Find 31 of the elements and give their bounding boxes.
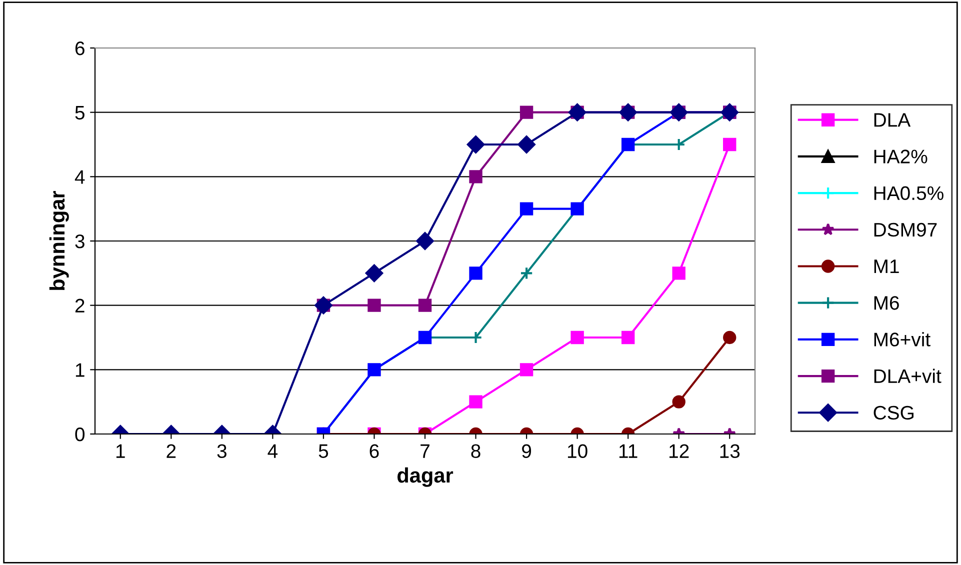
legend-label: CSG <box>874 406 914 420</box>
x-tick-label: 6 <box>370 444 379 458</box>
legend-label: DLA <box>874 113 911 127</box>
x-tick-label: 11 <box>619 444 638 458</box>
x-axis-title: dagar <box>397 467 454 487</box>
legend-label: M6 <box>874 296 899 310</box>
y-tick-label: 6 <box>75 41 84 56</box>
x-tick-label: 2 <box>166 444 176 458</box>
x-tick-label: 13 <box>720 444 740 458</box>
y-axis-title: bynningar <box>49 190 69 290</box>
x-tick-label: 4 <box>268 444 278 458</box>
legend-label: M6+vit <box>874 332 930 346</box>
y-tick-label: 4 <box>74 170 85 184</box>
x-tick-label: 5 <box>318 444 328 458</box>
x-tick-label: 12 <box>670 444 689 458</box>
x-tick-label: 10 <box>568 444 588 458</box>
x-tick-label: 3 <box>217 444 226 458</box>
y-tick-label: 5 <box>75 106 84 120</box>
y-tick-label: 0 <box>75 427 85 442</box>
legend-label: HA2% <box>874 150 928 164</box>
legend-label: DSM97 <box>874 222 937 237</box>
x-tick-label: 8 <box>471 444 480 458</box>
y-tick-label: 2 <box>75 298 84 312</box>
y-tick-label: 1 <box>76 363 84 377</box>
x-tick-label: 1 <box>116 444 125 458</box>
legend-label: M1 <box>874 260 899 274</box>
y-tick-label: 3 <box>75 234 84 248</box>
legend-label: HA0.5% <box>874 186 944 200</box>
x-tick-label: 7 <box>420 444 430 458</box>
legend-label: DLA+vit <box>874 368 942 383</box>
x-tick-label: 9 <box>522 444 532 458</box>
